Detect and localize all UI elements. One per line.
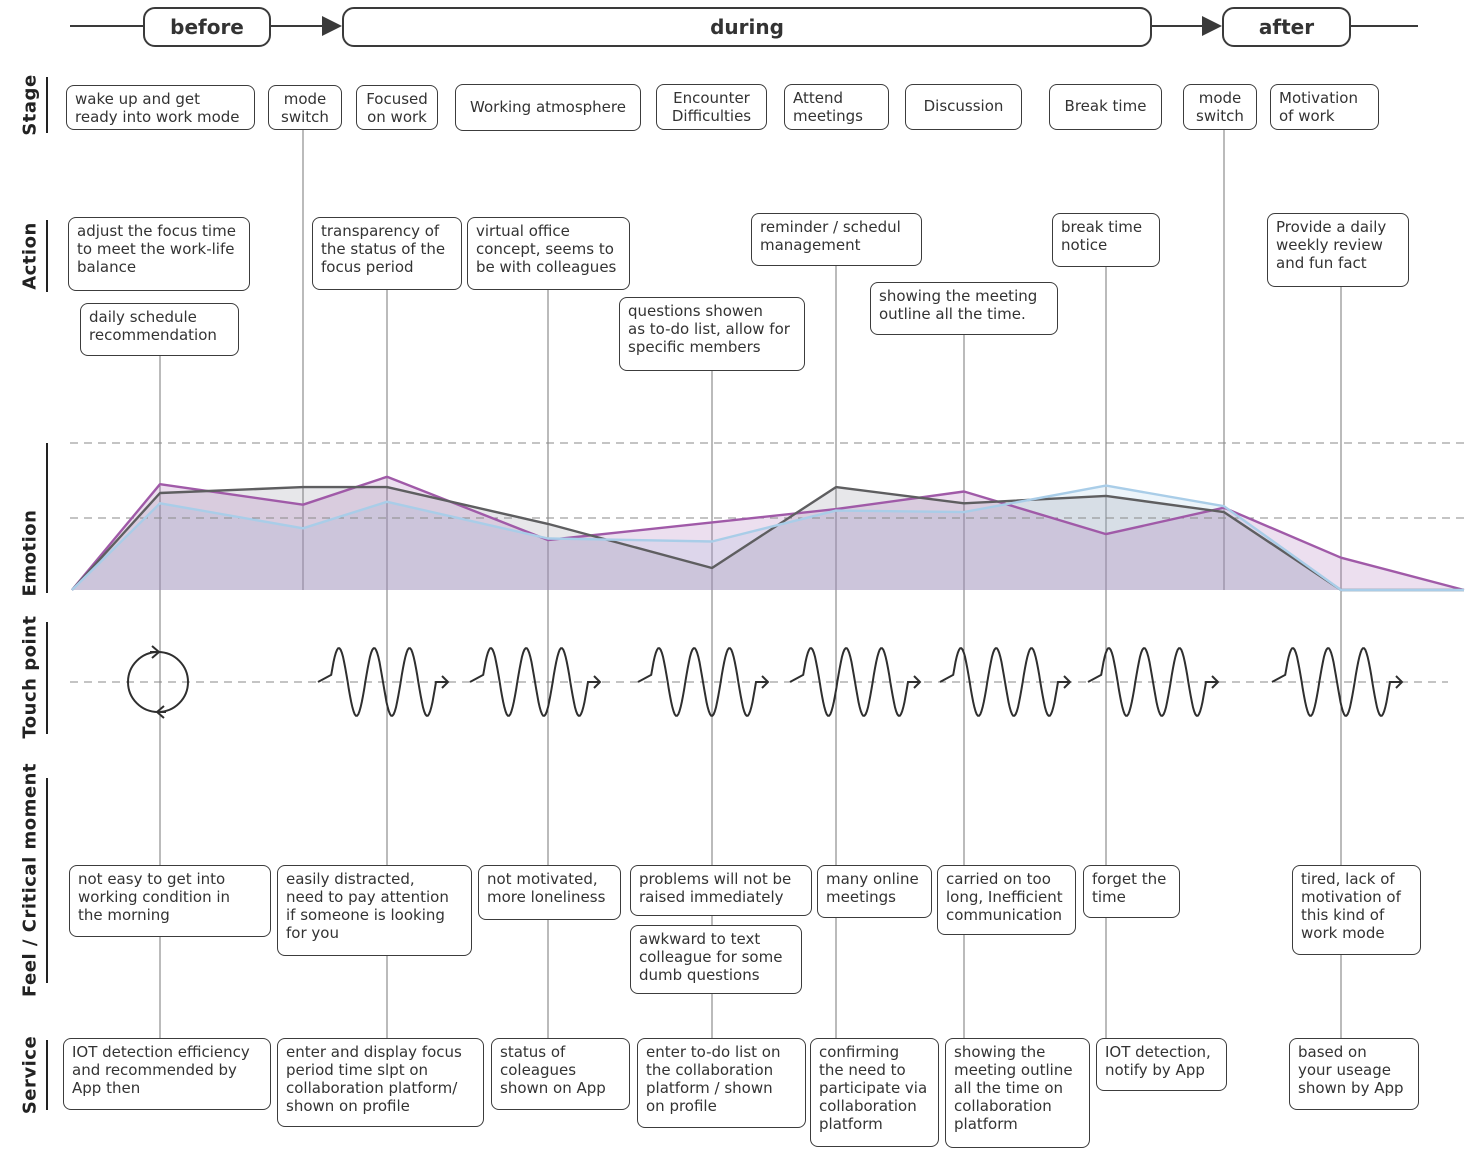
row-label-emotion: Emotion [19,509,41,597]
stage-box: Focused on work [356,85,438,130]
action-box: transparency of the status of the focus … [312,217,462,290]
action-box: adjust the focus time to meet the work-l… [68,217,250,291]
emotion-series-area [72,476,1464,590]
row-label-emotion-bar [46,443,48,593]
row-label-service: Service [19,1035,41,1115]
feel-box: forget the time [1083,865,1180,918]
phase-during: during [342,7,1152,47]
service-box: enter to-do list on the collaboration pl… [637,1038,806,1128]
row-label-action: Action [19,222,41,290]
touchpoint-wave [1271,647,1402,717]
cycle-icon [127,645,189,719]
emotion-series-area [72,487,1464,590]
touchpoint-wave-arrow [1395,675,1404,689]
service-box: IOT detection, notify by App [1096,1038,1227,1091]
row-label-action-bar [46,220,48,292]
phase-after: after [1222,7,1351,47]
emotion-series-line [71,485,1464,592]
touchpoint-wave-arrow [1063,675,1072,689]
touchpoint-row [70,645,1448,719]
action-box: questions showen as to-do list, allow fo… [619,297,805,371]
action-box: Provide a daily weekly review and fun fa… [1267,213,1409,287]
row-label-touchpoint-bar [46,622,48,734]
stage-box: Attend meetings [784,84,889,130]
row-label-feel-bar [46,778,48,983]
touchpoint-wave [317,647,448,717]
stage-box: wake up and get ready into work mode [66,85,255,130]
feel-box: carried on too long, Inefficient communi… [937,865,1076,935]
touchpoint-wave-arrow [761,675,770,689]
service-box: IOT detection efficiency and recommended… [63,1038,271,1110]
feel-box: tired, lack of motivation of this kind o… [1292,865,1421,955]
feel-box: many online meetings [817,865,932,918]
stage-box: Working atmosphere [455,84,641,131]
action-box: daily schedule recommendation [80,303,239,356]
touchpoint-wave [939,647,1070,717]
row-label-service-bar [46,1040,48,1110]
touchpoint-wave-arrow [913,675,922,689]
touchpoint-wave [789,647,920,717]
feel-box: not motivated, more loneliness [478,865,621,920]
emotion-series-area [72,485,1464,590]
stage-box: Discussion [905,84,1022,130]
touchpoint-wave-arrow [441,675,450,689]
stage-box: Break time [1049,84,1162,130]
service-box: enter and display focus period time slpt… [277,1038,484,1127]
emotion-series-line [71,484,1464,592]
row-label-stage: Stage [19,74,41,136]
row-label-stage-bar [46,77,48,133]
action-box: reminder / schedul management [751,213,922,266]
stage-box: Encounter Difficulties [656,84,767,130]
timeline-connectors [70,16,1418,36]
feel-box: awkward to text colleague for some dumb … [630,925,802,994]
touchpoint-wave [469,647,600,717]
service-box: based on your useage shown by App [1289,1038,1419,1110]
service-box: status of coleagues shown on App [491,1038,630,1110]
feel-box: not easy to get into working condition i… [69,865,271,937]
service-box: showing the meeting outline all the time… [945,1038,1090,1148]
service-box: confirming the need to participate via c… [810,1038,939,1147]
stage-box: mode switch [268,85,342,130]
feel-box: easily distracted, need to pay attention… [277,865,472,956]
emotion-chart [70,442,1470,592]
action-box: virtual office concept, seems to be with… [467,217,630,290]
touchpoint-wave-arrow [593,675,602,689]
touchpoint-wave-arrow [1211,675,1220,689]
phase-before: before [143,7,271,47]
stage-box: mode switch [1183,84,1257,130]
feel-box: problems will not be raised immediately [630,865,812,916]
row-label-feel: Feel / Critical moment [19,762,41,998]
touchpoint-wave [637,647,768,717]
stage-box: Motivation of work [1270,84,1379,130]
action-box: showing the meeting outline all the time… [870,282,1058,335]
emotion-series-line [71,475,1465,592]
touchpoint-wave [1087,647,1218,717]
action-box: break time notice [1052,213,1160,267]
row-label-touchpoint: Touch point [19,615,41,739]
